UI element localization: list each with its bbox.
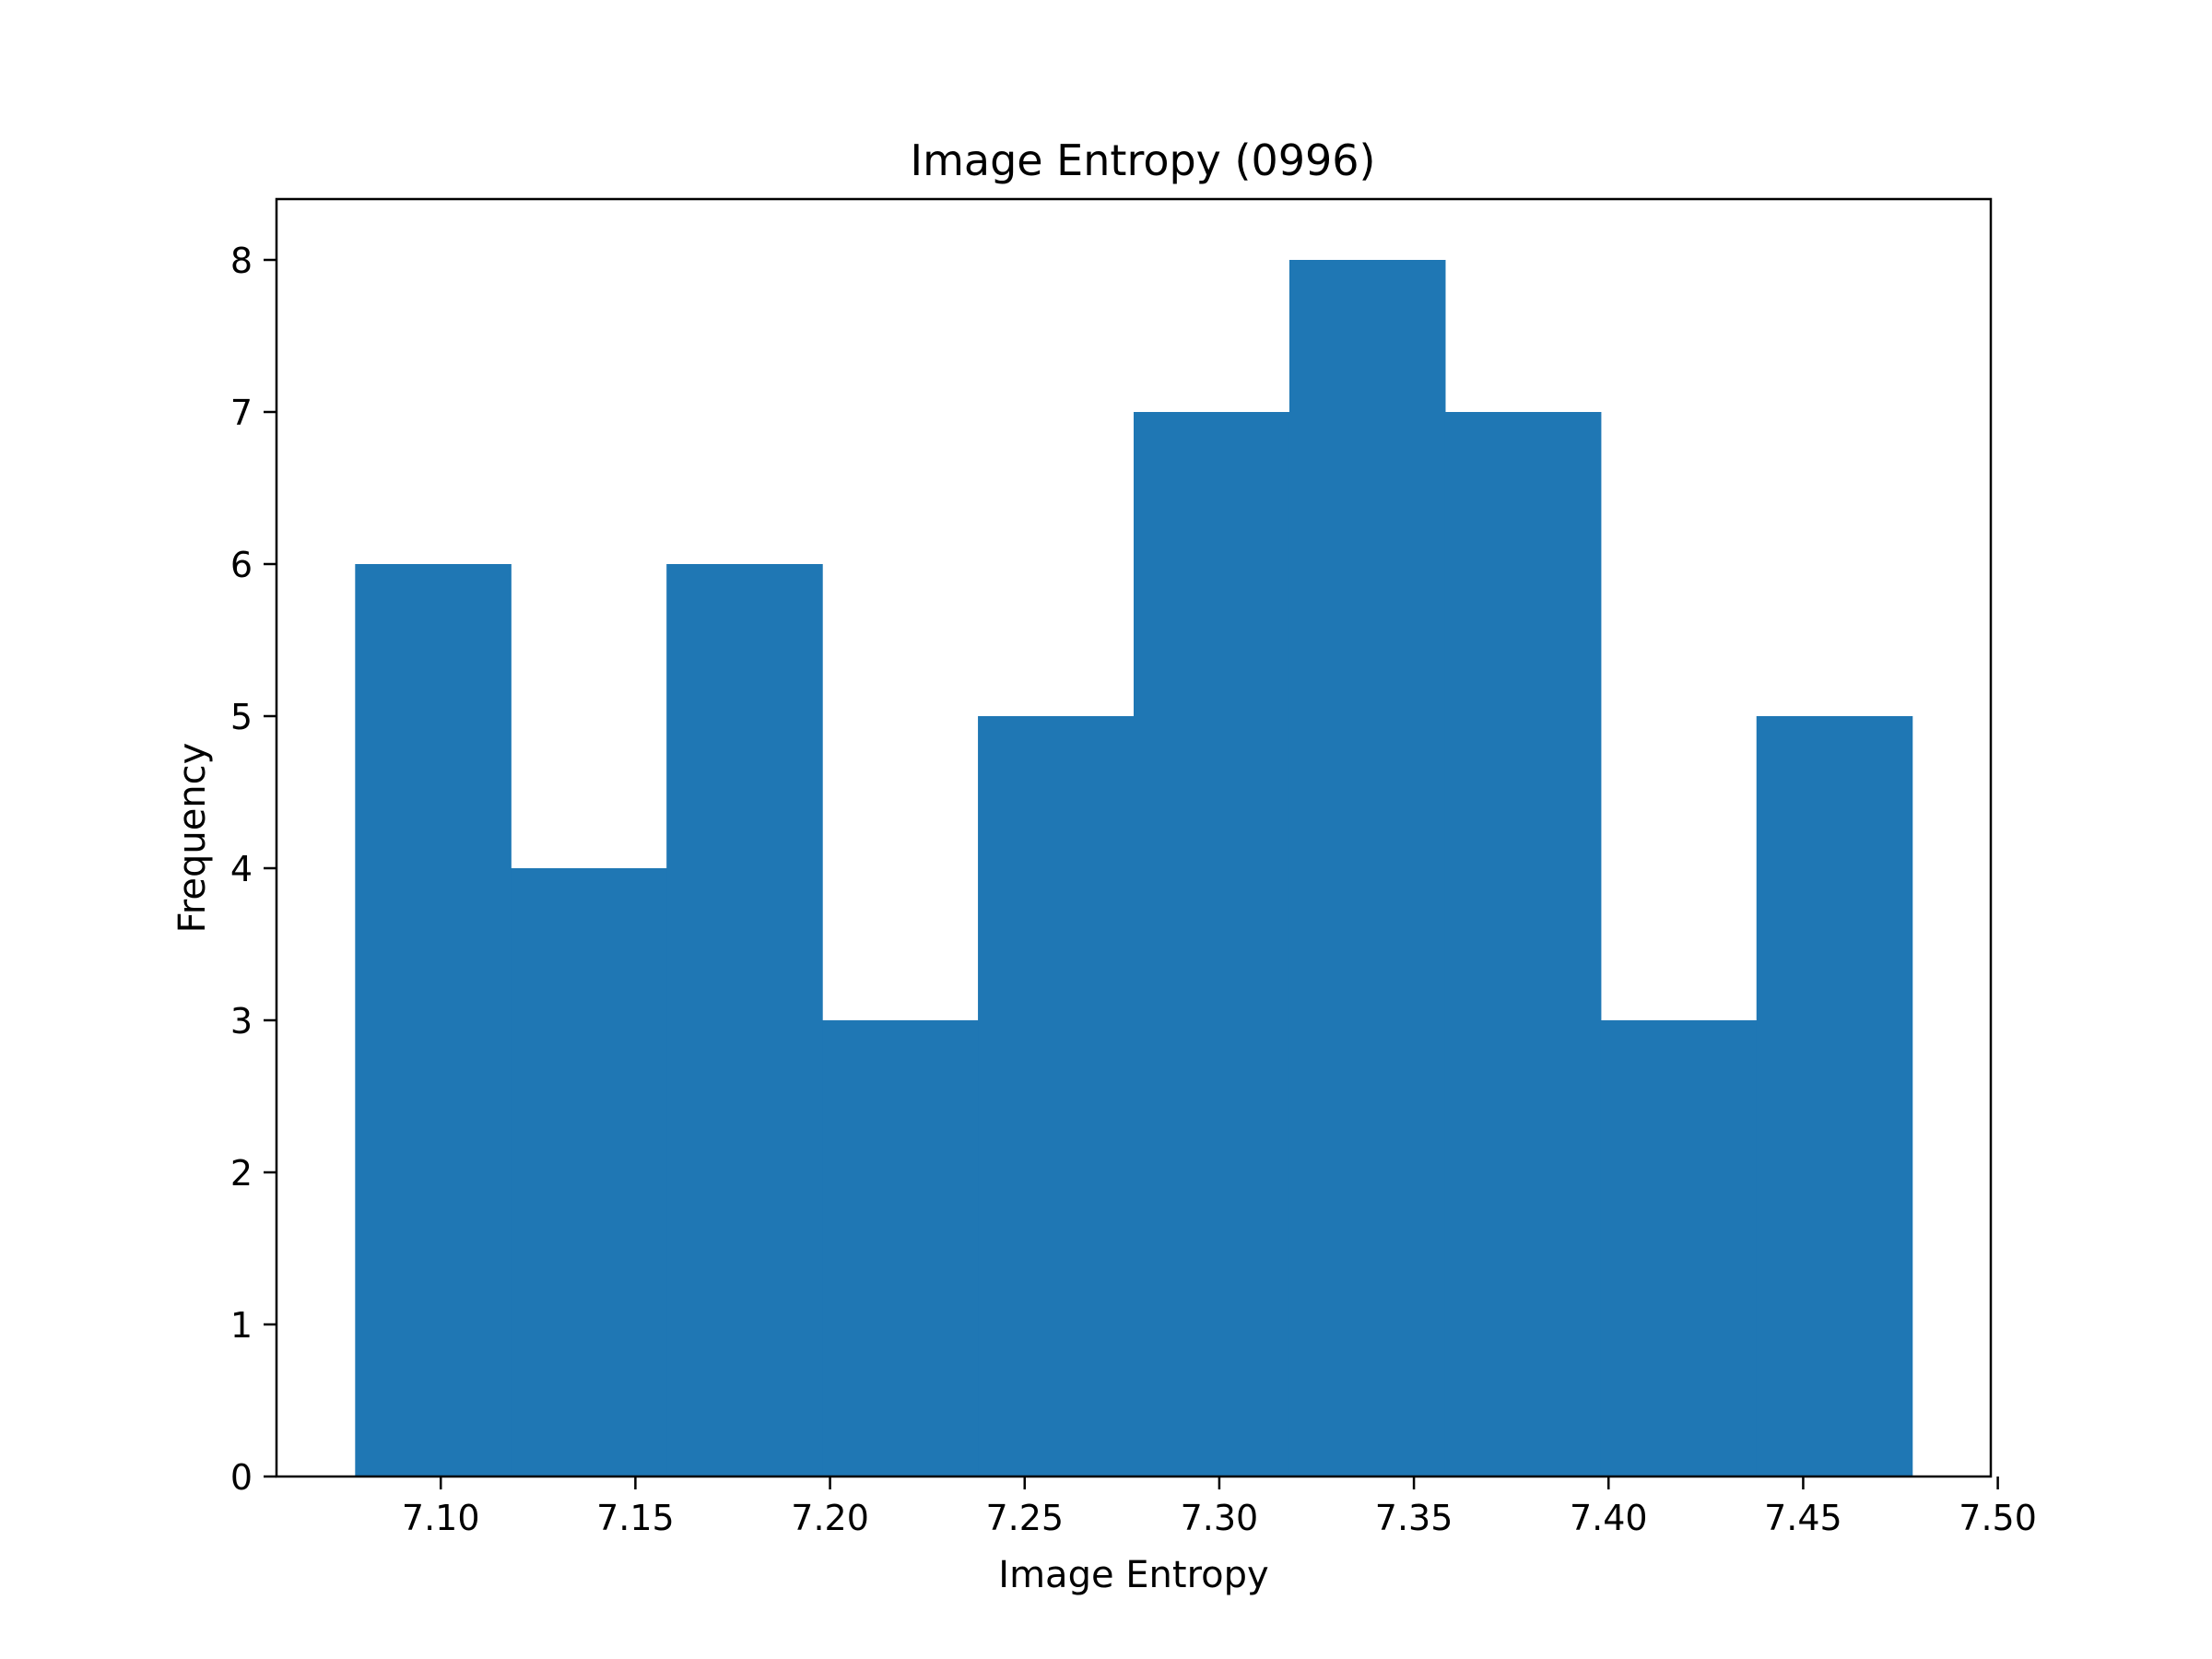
- bars-group: [355, 260, 1913, 1477]
- x-tick-label: 7.30: [1181, 1498, 1259, 1538]
- histogram-bar-9: [1600, 1020, 1758, 1477]
- histogram-bar-1: [355, 564, 512, 1477]
- histogram-bar-6: [1134, 412, 1290, 1477]
- y-tick-label: 1: [230, 1305, 253, 1346]
- histogram-bar-3: [666, 564, 823, 1477]
- histogram-bar-10: [1756, 716, 1913, 1477]
- histogram-bar-2: [511, 868, 667, 1477]
- x-axis-ticks: 7.10 7.15 7.20 7.25 7.30 7.35 7.40 7.45 7.50: [402, 1477, 2037, 1538]
- x-tick-label: 7.10: [402, 1498, 480, 1538]
- histogram-bar-4: [822, 1020, 979, 1477]
- histogram-bar-7: [1288, 260, 1446, 1477]
- y-axis-label: Frequency: [171, 743, 214, 934]
- y-tick-label: 8: [230, 241, 253, 281]
- histogram-bar-8: [1444, 412, 1602, 1477]
- y-tick-label: 2: [230, 1153, 253, 1194]
- x-tick-label: 7.20: [791, 1498, 869, 1538]
- y-axis-ticks: 0 1 2 3 4 5 6 7 8: [230, 241, 276, 1498]
- y-tick-label: 6: [230, 545, 253, 585]
- x-tick-label: 7.45: [1764, 1498, 1842, 1538]
- y-tick-label: 0: [230, 1457, 253, 1498]
- y-tick-label: 7: [230, 393, 253, 433]
- y-tick-label: 5: [230, 697, 253, 737]
- y-tick-label: 3: [230, 1001, 253, 1041]
- x-axis-label: Image Entropy: [998, 1554, 1268, 1596]
- x-tick-label: 7.50: [1959, 1498, 2037, 1538]
- plot-frame: [275, 197, 1993, 1478]
- y-tick-label: 4: [230, 849, 253, 889]
- chart-title: Image Entropy (0996): [911, 135, 1376, 185]
- x-tick-label: 7.25: [985, 1498, 1064, 1538]
- histogram-bar-5: [978, 716, 1135, 1477]
- x-tick-label: 7.35: [1375, 1498, 1453, 1538]
- x-tick-label: 7.15: [596, 1498, 675, 1538]
- x-tick-label: 7.40: [1570, 1498, 1648, 1538]
